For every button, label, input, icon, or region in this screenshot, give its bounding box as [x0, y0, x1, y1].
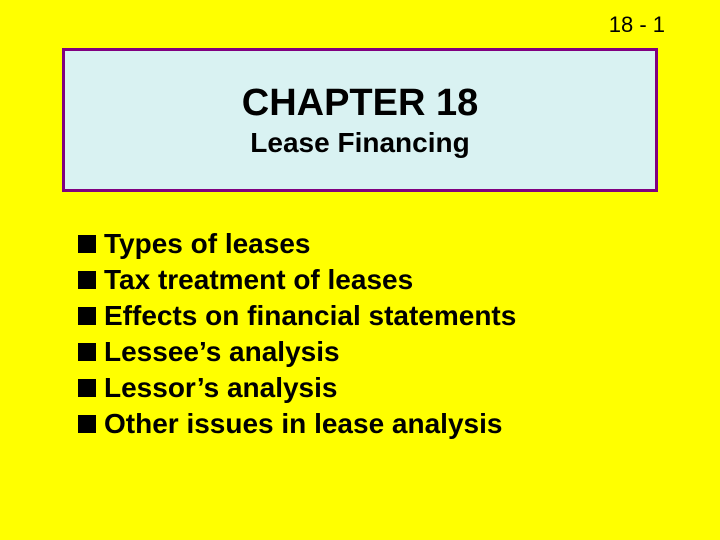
bullet-text: Lessee’s analysis: [104, 336, 340, 368]
bullet-square-icon: [78, 343, 96, 361]
bullet-square-icon: [78, 307, 96, 325]
bullet-square-icon: [78, 379, 96, 397]
list-item: Other issues in lease analysis: [78, 408, 516, 440]
title-box: CHAPTER 18 Lease Financing: [62, 48, 658, 192]
chapter-subtitle: Lease Financing: [250, 127, 469, 159]
bullet-square-icon: [78, 271, 96, 289]
bullet-square-icon: [78, 235, 96, 253]
bullet-text: Tax treatment of leases: [104, 264, 413, 296]
bullet-text: Other issues in lease analysis: [104, 408, 502, 440]
bullet-text: Effects on financial statements: [104, 300, 516, 332]
bullet-text: Lessor’s analysis: [104, 372, 337, 404]
chapter-title: CHAPTER 18: [242, 82, 479, 125]
bullet-list: Types of leases Tax treatment of leases …: [78, 228, 516, 444]
list-item: Types of leases: [78, 228, 516, 260]
list-item: Tax treatment of leases: [78, 264, 516, 296]
list-item: Lessee’s analysis: [78, 336, 516, 368]
bullet-square-icon: [78, 415, 96, 433]
page-number: 18 - 1: [609, 12, 665, 38]
list-item: Effects on financial statements: [78, 300, 516, 332]
list-item: Lessor’s analysis: [78, 372, 516, 404]
bullet-text: Types of leases: [104, 228, 310, 260]
